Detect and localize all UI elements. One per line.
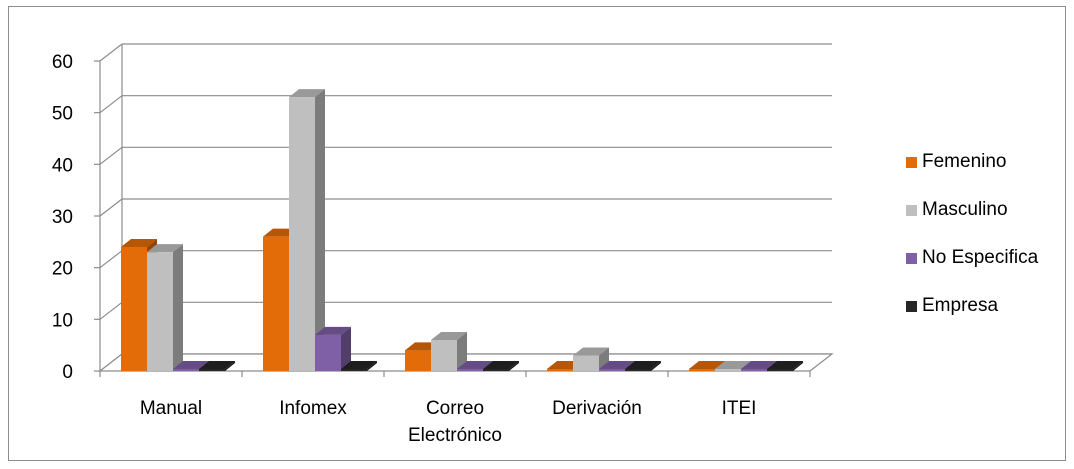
bar-masculino-infomex-side [315,89,325,372]
bar-no-especifica-correo-electronico-front [457,369,483,371]
bar-empresa-derivacion [625,361,661,371]
bar-empresa-derivacion-top [625,361,661,369]
bar-masculino-derivacion-top [573,347,609,356]
bar-masculino-manual-front [147,252,173,371]
bar-empresa-manual-side [225,361,235,371]
bar-no-especifica-infomex [315,326,351,371]
bar-femenino-derivacion-front [547,369,573,371]
legend-label-empresa: Empresa [922,295,999,316]
bar-empresa-itei-top [767,361,803,369]
x-tick-label: ITEI [722,398,757,419]
bar-empresa-manual [199,361,235,371]
legend-swatch-no-especifica [906,252,917,264]
bar-no-especifica-infomex-side [341,326,351,371]
bar-empresa-correo-electronico-front [483,369,509,371]
legend: Femenino Masculino No Especifica Empresa [906,150,1066,342]
label-layer: 0 10 20 30 40 50 60 Manual Infomex Correo Electrón… [52,52,757,446]
bar-empresa-correo-electronico [483,361,519,371]
bar-masculino-manual-top [147,244,183,253]
gridline-side [99,301,123,320]
bar-femenino-infomex-front [263,236,289,371]
bar-empresa-infomex-side [367,361,377,371]
bar-empresa-derivacion-side [651,361,661,371]
x-tick-label: Derivación [552,398,642,419]
bar-masculino-correo-electronico-front [431,340,457,371]
bar-empresa-manual-front [199,369,225,371]
bar-masculino-manual-side [173,244,183,371]
bar-empresa-infomex-top [341,361,377,369]
bar-empresa-infomex-front [341,369,367,371]
x-tick-label: Correo [426,398,484,419]
bar-femenino-itei-top [689,361,725,369]
bar-masculino-correo-electronico [431,332,467,371]
x-tick-label: Infomex [279,398,347,419]
bar-no-especifica-manual-top [173,361,209,369]
bar-empresa-itei-side [793,361,803,371]
bar-masculino-infomex-front [289,97,315,372]
y-tick-label: 30 [52,207,73,228]
legend-item-no-especifica: No Especifica [906,246,1066,270]
bar-no-especifica-derivacion-top [599,361,635,369]
bar-masculino-derivacion-front [573,355,599,371]
bar-empresa-correo-electronico-top [483,361,519,369]
bar-empresa-itei [767,361,803,371]
bar-masculino-derivacion [573,347,609,371]
grid-layer [99,43,832,372]
axis-layer [94,44,834,377]
gridline-side [99,43,123,62]
legend-item-masculino: Masculino [906,198,1066,222]
bar-no-especifica-itei-front [741,369,767,371]
bar-no-especifica-manual-front [173,369,199,371]
x-tick-label: Electrónico [408,425,502,446]
bar-empresa-itei-front [767,369,793,371]
gridline-side [99,250,123,269]
y-tick-label: 50 [52,104,73,125]
gridline-side [99,146,123,165]
legend-label-no-especifica: No Especifica [922,247,1039,268]
bar-masculino-derivacion-side [599,347,609,371]
legend-label-femenino: Femenino [922,151,1007,172]
bar-masculino-correo-electronico-side [457,332,467,371]
legend-label-masculino: Masculino [922,199,1008,220]
bar-empresa-manual-top [199,361,235,369]
bar-masculino-itei-top [715,361,751,369]
bar-masculino-infomex-top [289,89,325,98]
legend-item-empresa: Empresa [906,294,1066,318]
bar-empresa-correo-electronico-side [509,361,519,371]
bar-no-especifica-infomex-front [315,334,341,371]
bar-layer [121,89,803,372]
gridline-side [99,95,123,114]
y-tick-label: 0 [62,362,73,383]
bar-femenino-manual-front [121,247,147,371]
bar-masculino-infomex [289,89,325,372]
y-tick-label: 10 [52,310,73,331]
bar-masculino-manual [147,244,183,371]
bar-no-especifica-infomex-top [315,326,351,335]
bar-empresa-derivacion-front [625,369,651,371]
bar-masculino-correo-electronico-top [431,332,467,340]
y-tick-label: 20 [52,259,73,280]
bar-femenino-manual-top [121,239,157,247]
x-tick-label: Manual [140,398,202,419]
chart-frame [8,6,1066,461]
y-tick-label: 40 [52,155,73,176]
bar-empresa-infomex [341,361,377,371]
legend-item-femenino: Femenino [906,150,1066,174]
bar-masculino-itei-front [715,369,741,371]
y-tick-label: 60 [52,52,73,73]
legend-swatch-femenino [906,156,917,168]
legend-swatch-masculino [906,204,917,216]
legend-swatch-empresa [906,300,917,312]
bar-femenino-correo-electronico-front [405,350,431,371]
bar-no-especifica-itei-top [741,361,777,369]
bar-no-especifica-correo-electronico-top [457,361,493,369]
gridline-side [99,198,123,217]
bar-no-especifica-derivacion-front [599,369,625,371]
bar-femenino-itei-front [689,369,715,371]
